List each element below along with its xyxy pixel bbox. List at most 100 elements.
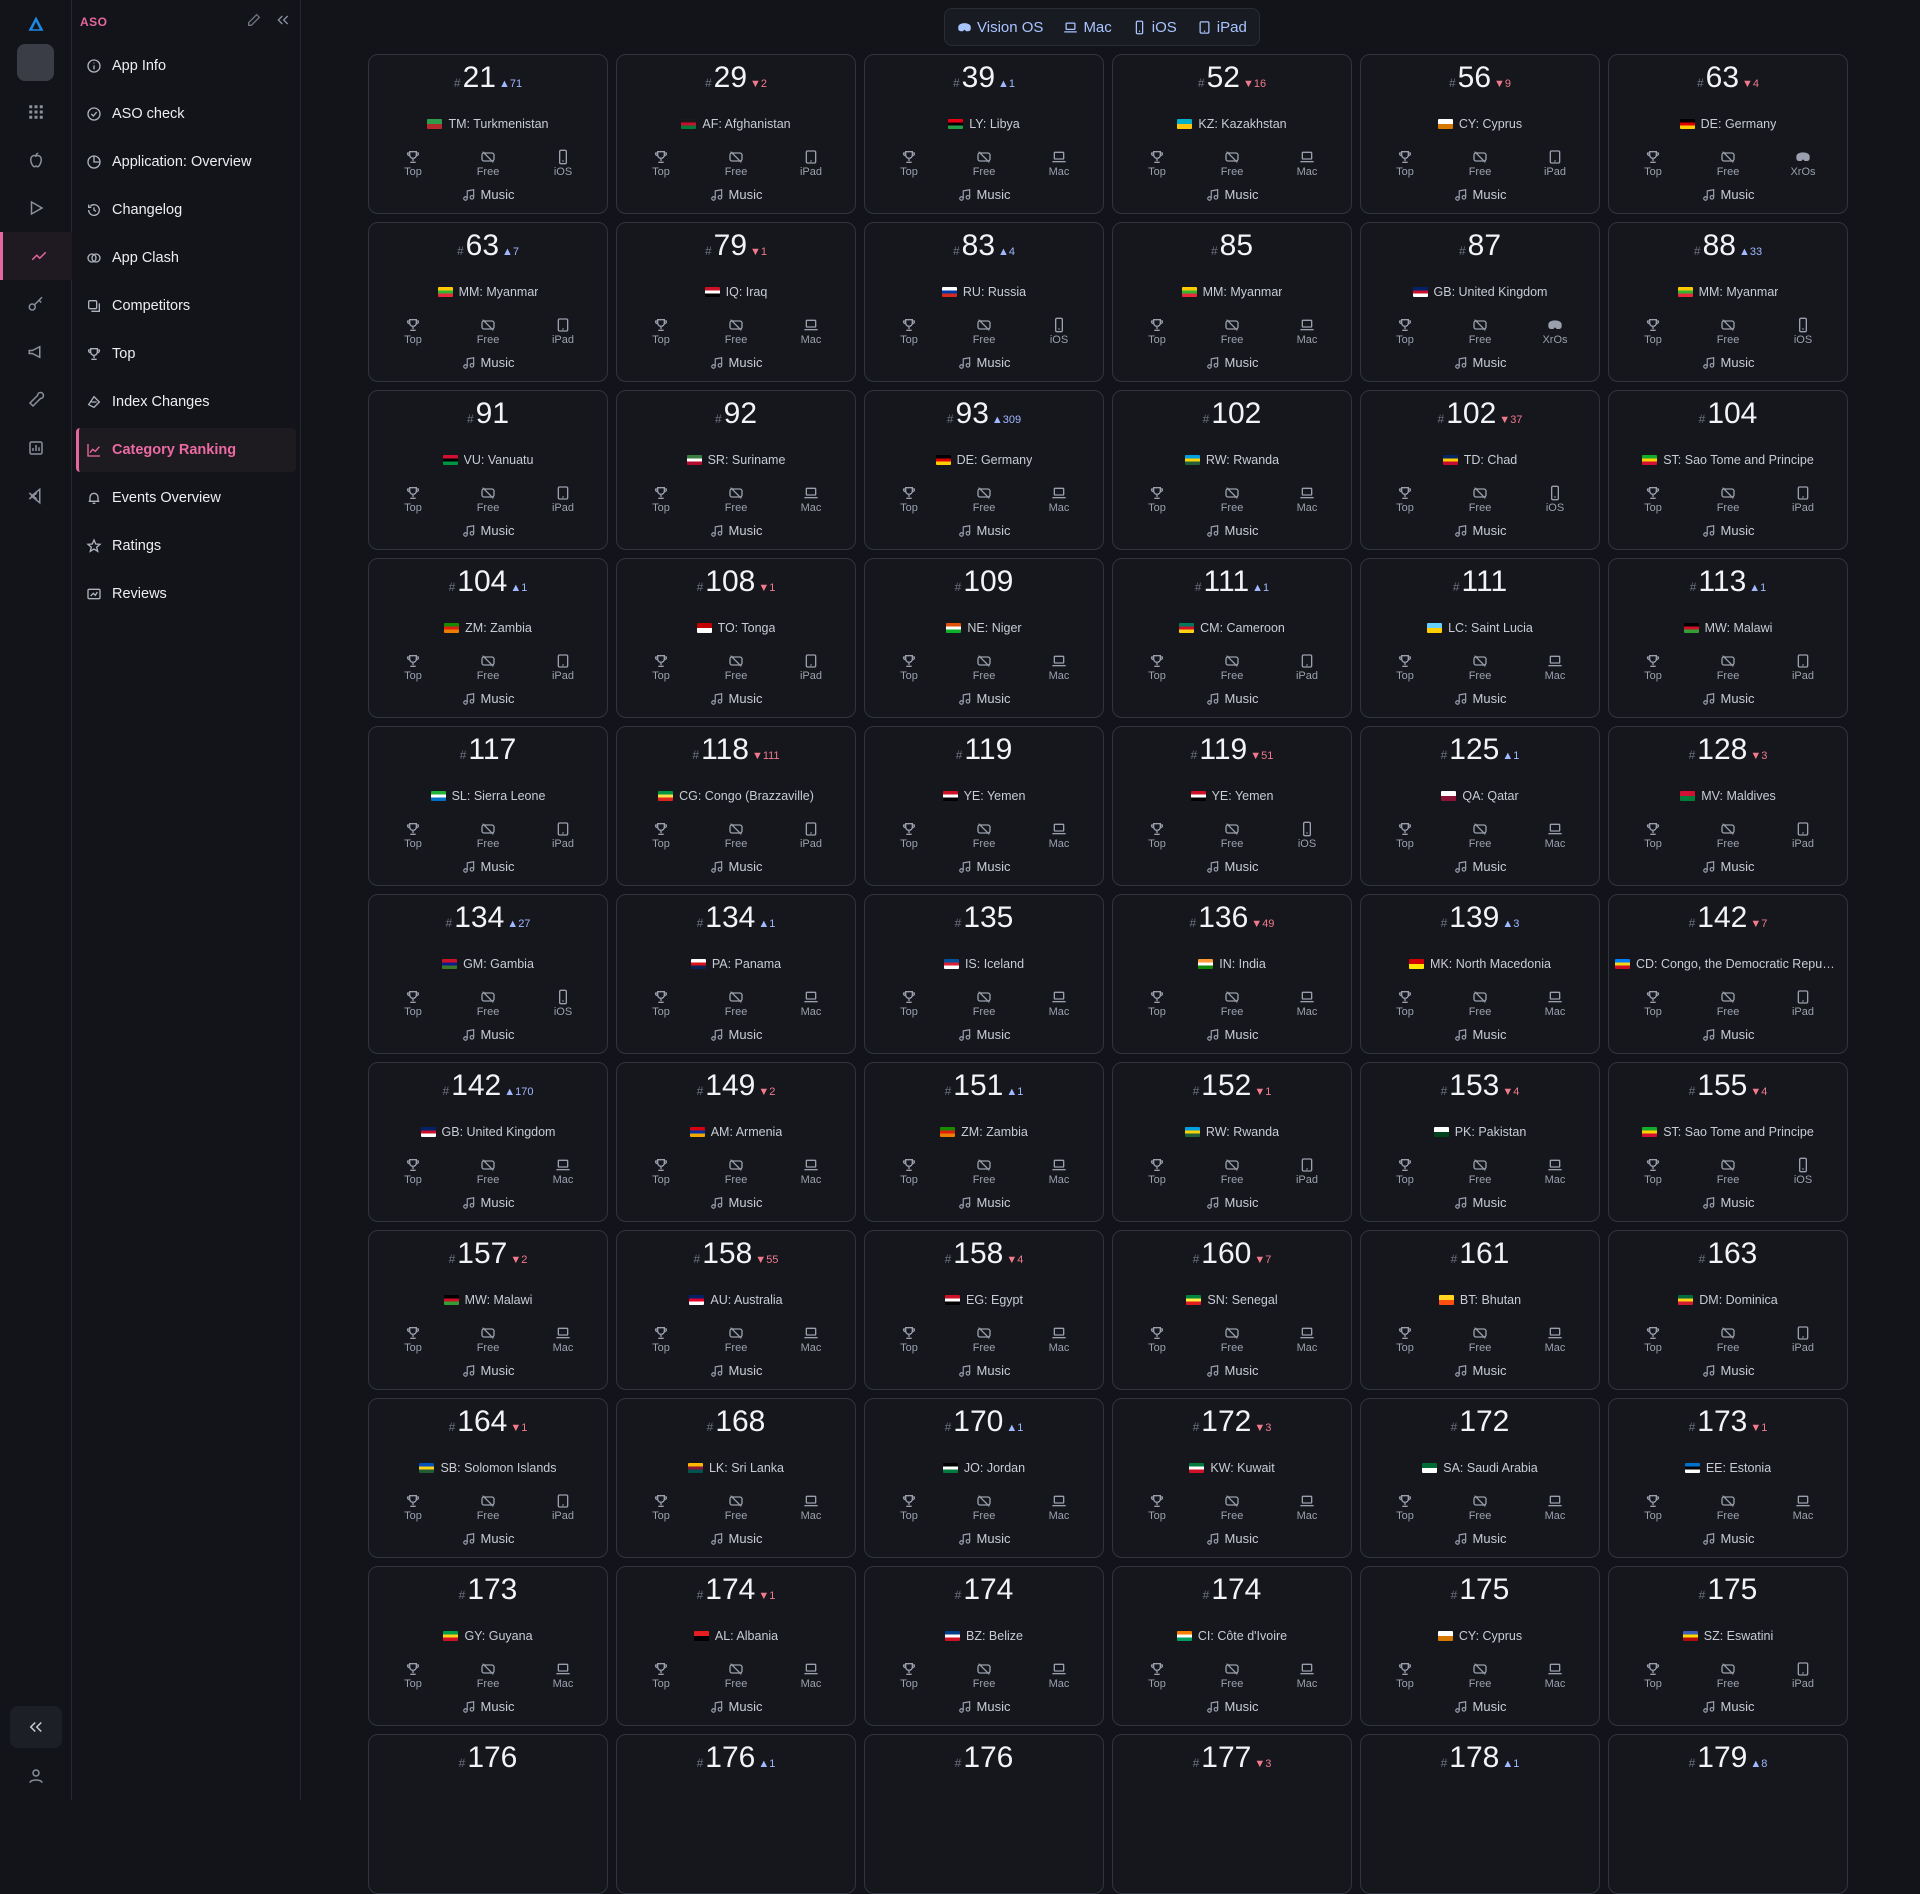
play-nav[interactable] bbox=[0, 184, 71, 232]
ranking-card[interactable]: #155 ▼4 ST: Sao Tome and Principe Top Free iO… bbox=[1608, 1062, 1848, 1222]
ranking-card[interactable]: #87 GB: United Kingdom Top Free XrOs Music bbox=[1360, 222, 1600, 382]
ranking-card[interactable]: #151 ▲1 ZM: Zambia Top Free Mac Music bbox=[864, 1062, 1104, 1222]
ranking-card[interactable]: #85 MM: Myanmar Top Free Mac Music bbox=[1112, 222, 1352, 382]
analytics-nav[interactable] bbox=[0, 232, 74, 280]
rail-collapse-button[interactable] bbox=[10, 1706, 62, 1748]
filter-vision-os[interactable]: Vision OS bbox=[949, 12, 1051, 42]
campaign-nav[interactable] bbox=[0, 328, 71, 376]
ranking-card[interactable]: #83 ▲4 RU: Russia Top Free iOS Music bbox=[864, 222, 1104, 382]
ranking-card[interactable]: #176 bbox=[864, 1734, 1104, 1894]
ranking-card[interactable]: #125 ▲1 QA: Qatar Top Free Mac Music bbox=[1360, 726, 1600, 886]
filter-ios[interactable]: iOS bbox=[1124, 12, 1185, 42]
ranking-card[interactable]: #158 ▼55 AU: Australia Top Free Mac Music bbox=[616, 1230, 856, 1390]
ranking-card[interactable]: #111 LC: Saint Lucia Top Free Mac Music bbox=[1360, 558, 1600, 718]
sidebar-item-index-changes[interactable]: Index Changes bbox=[76, 380, 296, 424]
ranking-card[interactable]: #179 ▲8 bbox=[1608, 1734, 1848, 1894]
sidebar-item-application-overview[interactable]: Application: Overview bbox=[76, 140, 296, 184]
ranking-card[interactable]: #152 ▼1 RW: Rwanda Top Free iPad Music bbox=[1112, 1062, 1352, 1222]
ranking-card[interactable]: #104 ST: Sao Tome and Principe Top Free iPad… bbox=[1608, 390, 1848, 550]
ranking-card[interactable]: #135 IS: Iceland Top Free Mac Music bbox=[864, 894, 1104, 1054]
reports-nav[interactable] bbox=[0, 424, 71, 472]
ranking-card[interactable]: #102 RW: Rwanda Top Free Mac Music bbox=[1112, 390, 1352, 550]
ranking-card[interactable]: #173 GY: Guyana Top Free Mac Music bbox=[368, 1566, 608, 1726]
apple-nav[interactable] bbox=[0, 136, 71, 184]
sidebar-item-competitors[interactable]: Competitors bbox=[76, 284, 296, 328]
ranking-card[interactable]: #161 BT: Bhutan Top Free Mac Music bbox=[1360, 1230, 1600, 1390]
brand-logo[interactable] bbox=[0, 0, 71, 48]
ranking-card[interactable]: #88 ▲33 MM: Myanmar Top Free iOS Music bbox=[1608, 222, 1848, 382]
ranking-card[interactable]: #174 ▼1 AL: Albania Top Free Mac Music bbox=[616, 1566, 856, 1726]
ranking-card[interactable]: #56 ▼9 CY: Cyprus Top Free iPad Music bbox=[1360, 54, 1600, 214]
ranking-card[interactable]: #21 ▲71 TM: Turkmenistan Top Free iOS Music bbox=[368, 54, 608, 214]
ranking-card[interactable]: #164 ▼1 SB: Solomon Islands Top Free iPad Musi… bbox=[368, 1398, 608, 1558]
edit-icon[interactable] bbox=[246, 12, 262, 28]
ranking-card[interactable]: #177 ▼3 bbox=[1112, 1734, 1352, 1894]
ranking-card[interactable]: #163 DM: Dominica Top Free iPad Music bbox=[1608, 1230, 1848, 1390]
ranking-card[interactable]: #117 SL: Sierra Leone Top Free iPad Music bbox=[368, 726, 608, 886]
double-chevron-left-icon[interactable] bbox=[275, 12, 291, 28]
sidebar-item-category-ranking[interactable]: Category Ranking bbox=[76, 428, 296, 472]
ranking-card[interactable]: #158 ▼4 EG: Egypt Top Free Mac Music bbox=[864, 1230, 1104, 1390]
grid-nav[interactable] bbox=[0, 88, 71, 136]
ranking-card[interactable]: #63 ▼4 DE: Germany Top Free XrOs Music bbox=[1608, 54, 1848, 214]
filter-ipad[interactable]: iPad bbox=[1189, 12, 1255, 42]
ranking-card[interactable]: #175 SZ: Eswatini Top Free iPad Music bbox=[1608, 1566, 1848, 1726]
keys-nav[interactable] bbox=[0, 280, 71, 328]
ranking-card[interactable]: #170 ▲1 JO: Jordan Top Free Mac Music bbox=[864, 1398, 1104, 1558]
ranking-card[interactable]: #119 ▼51 YE: Yemen Top Free iOS Music bbox=[1112, 726, 1352, 886]
sidebar-item-top[interactable]: Top bbox=[76, 332, 296, 376]
sidebar-item-events-overview[interactable]: Events Overview bbox=[76, 476, 296, 520]
sidebar-item-app-clash[interactable]: App Clash bbox=[76, 236, 296, 280]
ranking-card[interactable]: #109 NE: Niger Top Free Mac Music bbox=[864, 558, 1104, 718]
ranking-card[interactable]: #157 ▼2 MW: Malawi Top Free Mac Music bbox=[368, 1230, 608, 1390]
ranking-card[interactable]: #176 bbox=[368, 1734, 608, 1894]
ranking-card[interactable]: #149 ▼2 AM: Armenia Top Free Mac Music bbox=[616, 1062, 856, 1222]
ranking-card[interactable]: #111 ▲1 CM: Cameroon Top Free iPad Music bbox=[1112, 558, 1352, 718]
ranking-card[interactable]: #174 BZ: Belize Top Free Mac Music bbox=[864, 1566, 1104, 1726]
ranking-card[interactable]: #108 ▼1 TO: Tonga Top Free iPad Music bbox=[616, 558, 856, 718]
ranking-card[interactable]: #175 CY: Cyprus Top Free Mac Music bbox=[1360, 1566, 1600, 1726]
filter-mac[interactable]: Mac bbox=[1055, 12, 1119, 42]
sidebar-item-ratings[interactable]: Ratings bbox=[76, 524, 296, 568]
ranking-card[interactable]: #172 ▼3 KW: Kuwait Top Free Mac Music bbox=[1112, 1398, 1352, 1558]
sidebar-item-changelog[interactable]: Changelog bbox=[76, 188, 296, 232]
ranking-card[interactable]: #63 ▲7 MM: Myanmar Top Free iPad Music bbox=[368, 222, 608, 382]
ranking-card[interactable]: #160 ▼7 SN: Senegal Top Free Mac Music bbox=[1112, 1230, 1352, 1390]
ranking-card[interactable]: #173 ▼1 EE: Estonia Top Free Mac Music bbox=[1608, 1398, 1848, 1558]
tools-nav[interactable] bbox=[0, 376, 71, 424]
ranking-card[interactable]: #142 ▼7 CD: Congo, the Democratic Republic… bbox=[1608, 894, 1848, 1054]
ranking-card[interactable]: #172 SA: Saudi Arabia Top Free Mac Music bbox=[1360, 1398, 1600, 1558]
ranking-card[interactable]: #139 ▲3 MK: North Macedonia Top Free Mac Music bbox=[1360, 894, 1600, 1054]
ranking-card[interactable]: #118 ▼111 CG: Congo (Brazzaville) Top Free iP… bbox=[616, 726, 856, 886]
country-label: SA: Saudi Arabia bbox=[1443, 1461, 1538, 1475]
price-free: Free bbox=[708, 1661, 764, 1690]
sidebar-item-reviews[interactable]: Reviews bbox=[76, 572, 296, 616]
ranking-card[interactable]: #134 ▲1 PA: Panama Top Free Mac Music bbox=[616, 894, 856, 1054]
ranking-card[interactable]: #92 SR: Suriname Top Free Mac Music bbox=[616, 390, 856, 550]
ranking-card[interactable]: #174 CI: Côte d'Ivoire Top Free Mac Music bbox=[1112, 1566, 1352, 1726]
ranking-card[interactable]: #91 VU: Vanuatu Top Free iPad Music bbox=[368, 390, 608, 550]
code-nav[interactable] bbox=[0, 472, 71, 520]
ranking-card[interactable]: #128 ▼3 MV: Maldives Top Free iPad Music bbox=[1608, 726, 1848, 886]
ranking-card[interactable]: #153 ▼4 PK: Pakistan Top Free Mac Music bbox=[1360, 1062, 1600, 1222]
ranking-card[interactable]: #142 ▲170 GB: United Kingdom Top Free Mac Musi… bbox=[368, 1062, 608, 1222]
ranking-card[interactable]: #136 ▼49 IN: India Top Free Mac Music bbox=[1112, 894, 1352, 1054]
ranking-card[interactable]: #119 YE: Yemen Top Free Mac Music bbox=[864, 726, 1104, 886]
ranking-card[interactable]: #29 ▼2 AF: Afghanistan Top Free iPad Music bbox=[616, 54, 856, 214]
user-nav[interactable] bbox=[0, 1752, 71, 1800]
sidebar-item-aso-check[interactable]: ASO check bbox=[76, 92, 296, 136]
ranking-card[interactable]: #176 ▲1 bbox=[616, 1734, 856, 1894]
ranking-card[interactable]: #102 ▼37 TD: Chad Top Free iOS Music bbox=[1360, 390, 1600, 550]
music-icon bbox=[1454, 188, 1466, 201]
ranking-card[interactable]: #113 ▲1 MW: Malawi Top Free iPad Music bbox=[1608, 558, 1848, 718]
ranking-card[interactable]: #134 ▲27 GM: Gambia Top Free iOS Music bbox=[368, 894, 608, 1054]
sidebar-item-app-info[interactable]: App Info bbox=[76, 44, 296, 88]
ranking-card[interactable]: #52 ▼16 KZ: Kazakhstan Top Free Mac Music bbox=[1112, 54, 1352, 214]
ranking-card[interactable]: #79 ▼1 IQ: Iraq Top Free Mac Music bbox=[616, 222, 856, 382]
ranking-card[interactable]: #168 LK: Sri Lanka Top Free Mac Music bbox=[616, 1398, 856, 1558]
ranking-card[interactable]: #104 ▲1 ZM: Zambia Top Free iPad Music bbox=[368, 558, 608, 718]
ranking-card[interactable]: #39 ▲1 LY: Libya Top Free Mac Music bbox=[864, 54, 1104, 214]
ranking-card[interactable]: #93 ▲309 DE: Germany Top Free Mac Music bbox=[864, 390, 1104, 550]
ranking-card[interactable]: #178 ▲1 bbox=[1360, 1734, 1600, 1894]
app-avatar[interactable] bbox=[17, 44, 54, 81]
